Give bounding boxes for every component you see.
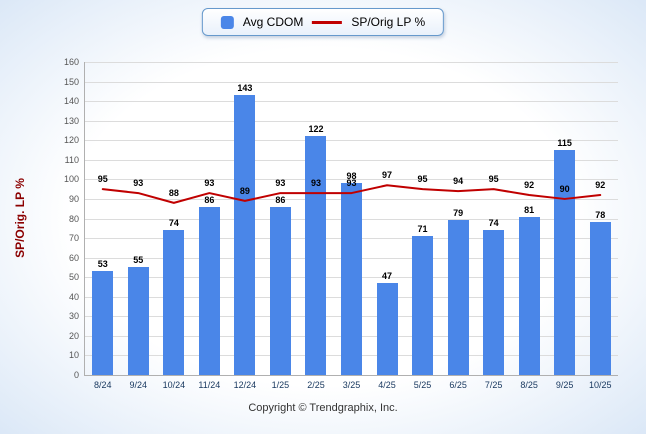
bar-value-label: 78 <box>595 210 606 221</box>
line-value-label: 88 <box>168 187 179 198</box>
y-axis-tick-label: 60 <box>68 252 79 263</box>
line-value-label: 94 <box>453 176 464 187</box>
y-axis-tick-label: 150 <box>63 76 79 87</box>
line-value-label: 93 <box>133 178 144 189</box>
x-axis-tick-label: 9/25 <box>555 380 574 390</box>
y-axis-tick-label: 110 <box>64 154 79 165</box>
y-axis-tick-label: 80 <box>68 213 79 224</box>
gridline <box>85 120 618 122</box>
bar-value-label: 71 <box>417 224 428 235</box>
bar-avg-cdom <box>376 283 398 375</box>
x-axis-tick-label: 8/25 <box>520 380 538 390</box>
bar-value-label: 53 <box>97 259 108 270</box>
bar-value-label: 81 <box>524 204 535 215</box>
gridline <box>85 81 618 83</box>
bar-avg-cdom <box>589 222 611 375</box>
x-axis-tick-label: 2/25 <box>307 380 325 390</box>
line-value-label: 89 <box>239 185 250 196</box>
y-axis-tick-label: 140 <box>63 96 79 107</box>
y-axis-tick-label: 50 <box>68 272 79 283</box>
line-value-label: 93 <box>346 178 357 189</box>
bar-avg-cdom <box>518 216 540 375</box>
bar-avg-cdom <box>305 136 327 375</box>
gridline <box>85 159 618 161</box>
x-axis-tick-label: 7/25 <box>484 380 503 390</box>
bar-value-label: 47 <box>382 271 393 282</box>
sp-orig-lp-line-icon <box>312 20 343 24</box>
gridline <box>85 62 618 63</box>
x-axis-tick-label: 12/24 <box>233 380 257 390</box>
x-axis-tick-label: 4/25 <box>378 380 396 390</box>
bar-value-label: 74 <box>168 218 179 229</box>
line-value-label: 93 <box>310 178 321 189</box>
copyright-text: Copyright © Trendgraphix, Inc. <box>248 402 398 414</box>
legend-bar-label: Avg CDOM <box>242 15 304 29</box>
line-value-label: 93 <box>204 178 215 189</box>
bar-avg-cdom <box>269 206 291 375</box>
avg-cdom-swatch-icon <box>220 15 234 29</box>
x-axis-tick-label: 10/24 <box>162 380 186 390</box>
bar-value-label: 79 <box>453 208 464 219</box>
bar-value-label: 143 <box>237 83 253 94</box>
x-axis-tick-label: 10/25 <box>588 380 612 390</box>
bar-avg-cdom <box>554 150 576 375</box>
bar-avg-cdom <box>92 271 114 375</box>
bar-avg-cdom <box>341 183 362 375</box>
x-axis-tick-label: 9/24 <box>129 380 148 390</box>
y-axis-tick-label: 0 <box>73 370 79 380</box>
bar-avg-cdom <box>483 230 505 375</box>
bar-avg-cdom <box>234 95 256 375</box>
line-value-label: 95 <box>488 174 499 185</box>
y-axis-tick-label: 40 <box>68 291 79 302</box>
bar-avg-cdom <box>447 220 469 375</box>
gridline <box>85 179 618 181</box>
plot-area: 0 10 20 30 40 50 60 70 80 90 100 110 120 130 140 150 160… <box>64 57 618 390</box>
y-axis-tick-label: 120 <box>63 135 79 146</box>
bar-value-label: 98 <box>346 171 357 182</box>
x-axis-tick-label: 8/24 <box>94 380 112 390</box>
y-axis-tick-label: 160 <box>63 57 79 67</box>
y-axis-tick-label: 130 <box>63 115 79 126</box>
y-axis-tick-label: 70 <box>68 233 79 244</box>
bar-avg-cdom <box>198 206 220 375</box>
gridline <box>85 101 618 103</box>
bar-value-label: 86 <box>204 194 215 205</box>
x-axis-tick-label: 1/25 <box>271 380 290 390</box>
x-axis-tick-label: 11/24 <box>198 380 221 390</box>
line-value-label: 97 <box>382 170 393 181</box>
bar-avg-cdom <box>163 230 185 375</box>
y-axis-tick-label: 90 <box>68 193 79 204</box>
x-axis-tick-label: 6/25 <box>449 380 467 390</box>
x-axis-tick-label: 3/25 <box>342 380 361 390</box>
legend-line-label: SP/Orig LP % <box>351 15 426 29</box>
bar-value-label: 74 <box>488 218 499 229</box>
bar-avg-cdom <box>412 236 434 375</box>
line-value-label: 92 <box>524 180 535 191</box>
x-axis-tick-label: 5/25 <box>413 380 432 390</box>
y-axis-tick-label: 100 <box>63 174 79 185</box>
y-axis-tick-label: 20 <box>68 330 79 341</box>
line-value-label: 90 <box>559 183 570 194</box>
chart-legend: Avg CDOM SP/Orig LP % <box>201 8 445 36</box>
gridline <box>85 140 618 142</box>
line-value-label: 92 <box>595 180 606 191</box>
y-axis-title: SP/Orig. LP % <box>13 178 27 258</box>
bar-value-label: 55 <box>133 255 144 266</box>
bar-value-label: 115 <box>557 138 572 149</box>
bar-value-label: 86 <box>275 194 286 205</box>
y-axis-tick-label: 30 <box>68 311 79 322</box>
bar-value-label: 122 <box>308 124 324 135</box>
bar-avg-cdom <box>127 267 149 375</box>
y-axis-tick-label: 10 <box>68 350 79 361</box>
line-value-label: 93 <box>275 178 286 189</box>
line-value-label: 95 <box>97 174 108 185</box>
line-value-label: 95 <box>417 174 428 185</box>
